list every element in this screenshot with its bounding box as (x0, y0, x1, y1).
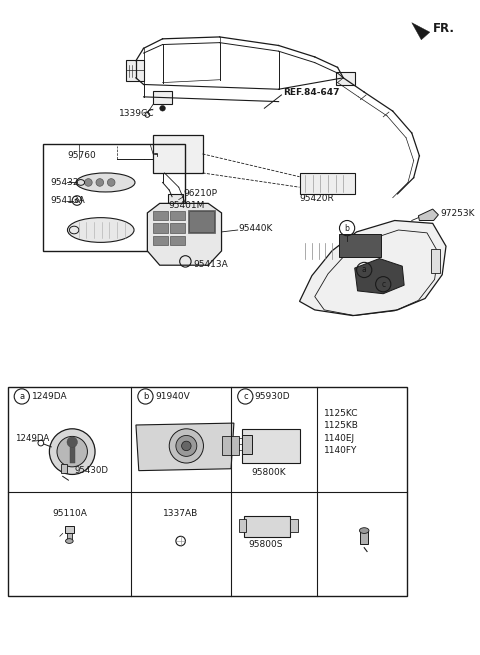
Ellipse shape (360, 528, 369, 533)
Text: 95800S: 95800S (248, 540, 283, 550)
Bar (431, 249, 440, 273)
Text: REF.84-647: REF.84-647 (283, 88, 340, 96)
Text: 91940V: 91940V (155, 392, 190, 401)
Circle shape (96, 179, 104, 186)
Text: 1339CC: 1339CC (119, 109, 154, 117)
Circle shape (169, 429, 204, 463)
Text: 95110A: 95110A (52, 509, 87, 518)
Bar (336, 72, 355, 85)
Bar (70, 440, 74, 463)
Text: 95413A: 95413A (50, 196, 85, 205)
Ellipse shape (66, 538, 73, 544)
Bar (339, 234, 381, 257)
Bar (153, 211, 168, 221)
Bar (67, 533, 72, 541)
Bar (360, 531, 368, 544)
Circle shape (176, 436, 197, 457)
Text: FR.: FR. (432, 22, 455, 35)
Text: 95432: 95432 (50, 178, 79, 187)
Text: 95800K: 95800K (252, 468, 287, 477)
Bar (239, 519, 246, 533)
Ellipse shape (57, 436, 87, 467)
Text: 95430D: 95430D (74, 466, 108, 475)
Text: 1140EJ: 1140EJ (324, 434, 355, 443)
Bar (290, 519, 298, 533)
Circle shape (160, 105, 166, 111)
Text: 1337AB: 1337AB (163, 509, 198, 518)
Circle shape (108, 179, 115, 186)
Polygon shape (355, 259, 404, 293)
Text: 95440K: 95440K (239, 223, 273, 233)
Ellipse shape (68, 217, 134, 242)
Ellipse shape (76, 173, 135, 192)
Text: c: c (381, 280, 385, 289)
Bar (300, 173, 355, 194)
Text: b: b (143, 392, 148, 401)
Bar (126, 60, 144, 81)
Bar (244, 516, 290, 537)
Bar (242, 434, 252, 453)
Bar (61, 464, 68, 472)
Bar (8, 387, 407, 596)
Text: a: a (19, 392, 24, 401)
Bar (43, 144, 185, 251)
Bar (168, 194, 183, 203)
Text: 1125KB: 1125KB (324, 421, 359, 430)
Polygon shape (412, 23, 430, 40)
Text: 1249DA: 1249DA (32, 392, 68, 401)
Text: 95413A: 95413A (193, 260, 228, 269)
Bar (170, 223, 185, 233)
Polygon shape (136, 423, 234, 471)
Bar (153, 236, 168, 245)
Text: 96210P: 96210P (183, 189, 217, 198)
Bar (242, 429, 300, 463)
Text: 95930D: 95930D (255, 392, 290, 401)
Bar (170, 211, 185, 221)
Bar (222, 436, 239, 455)
Text: 1140FY: 1140FY (324, 446, 358, 455)
Bar (153, 223, 168, 233)
Circle shape (67, 437, 77, 447)
Bar (189, 211, 214, 232)
Text: 97253K: 97253K (440, 210, 475, 218)
Text: 95401M: 95401M (168, 201, 204, 210)
Circle shape (75, 198, 79, 202)
Bar (65, 526, 74, 533)
Text: 95760: 95760 (68, 151, 96, 160)
Text: 1249DA: 1249DA (15, 434, 49, 443)
Bar (188, 210, 215, 233)
Bar (170, 236, 185, 245)
Text: c: c (243, 392, 248, 401)
Polygon shape (147, 203, 222, 265)
Text: 1125KC: 1125KC (324, 409, 359, 418)
Circle shape (84, 179, 92, 186)
Polygon shape (419, 209, 438, 221)
Text: 95420R: 95420R (300, 194, 334, 203)
Text: b: b (345, 223, 349, 233)
Circle shape (181, 441, 191, 451)
Polygon shape (300, 221, 446, 316)
Bar (153, 135, 203, 173)
Text: a: a (362, 265, 367, 274)
Bar (153, 91, 172, 104)
Ellipse shape (49, 429, 95, 474)
